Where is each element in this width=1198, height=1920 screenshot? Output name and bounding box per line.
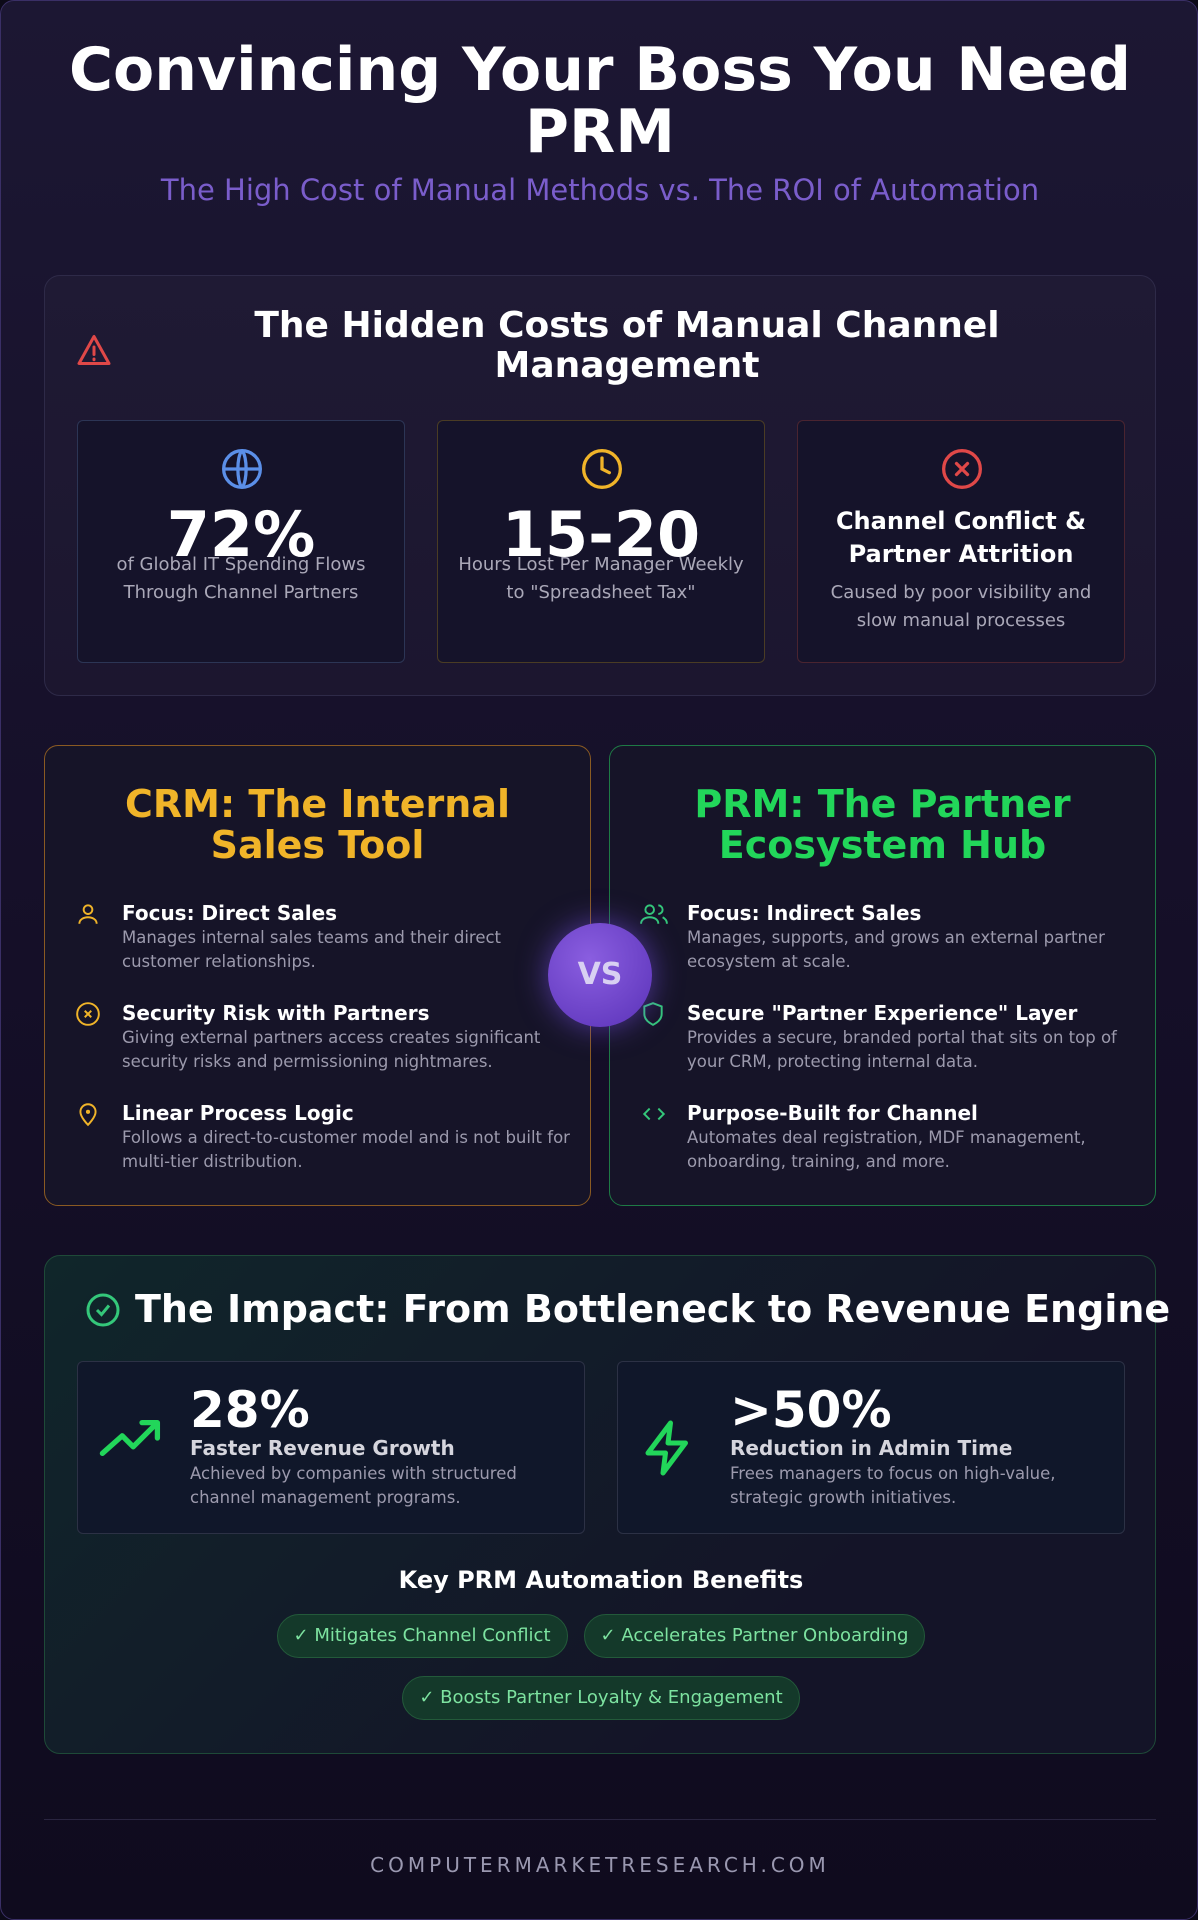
shield-icon — [643, 1002, 663, 1026]
crm-panel: CRM: The Internal Sales Tool Focus: Dire… — [44, 745, 591, 1206]
card-heading: Channel Conflict & Partner Attrition — [835, 507, 1087, 568]
impact-panel: The Impact: From Bottleneck to Revenue E… — [44, 1255, 1170, 1754]
stat-value: 28% — [190, 1381, 310, 1439]
footer-divider — [44, 1819, 1156, 1820]
trend-icon — [99, 1419, 161, 1457]
stat-label: Faster Revenue Growth — [190, 1436, 455, 1460]
hidden-costs-panel: The Hidden Costs of Manual Channel Manag… — [44, 275, 1156, 696]
stat-card: 72% of Global IT Spending Flows Through … — [77, 420, 405, 663]
user-icon — [78, 904, 98, 924]
stat-text: Hours Lost Per Manager Weekly to "Spread… — [458, 554, 744, 603]
item-text: Automates deal registration, MDF managem… — [687, 1128, 1086, 1171]
card-text: Caused by poor visibility and slow manua… — [830, 582, 1092, 631]
item-text: Giving external partners access creates … — [122, 1028, 541, 1071]
x-icon — [942, 449, 982, 489]
item-title: Focus: Direct Sales — [122, 901, 338, 925]
footer: COMPUTERMARKETRESEARCH.COM — [370, 1853, 830, 1877]
users-icon — [640, 904, 668, 924]
page-title: Convincing Your Boss You Need PRM — [69, 35, 1131, 167]
globe-icon — [222, 449, 262, 489]
benefit-pill: ✓ Boosts Partner Loyalty & Engagement — [402, 1676, 800, 1720]
pin-icon — [79, 1103, 97, 1127]
section-title: The Hidden Costs of Manual Channel Manag… — [254, 305, 1000, 386]
stat-value: 15-20 — [501, 498, 701, 571]
section-title: The Impact: From Bottleneck to Revenue E… — [135, 1287, 1171, 1331]
benefits-row: ✓ Boosts Partner Loyalty & Engagement — [45, 1676, 1157, 1720]
warning-icon — [77, 335, 111, 365]
benefits-title: Key PRM Automation Benefits — [398, 1566, 804, 1594]
bolt-icon — [645, 1420, 688, 1476]
benefit-pill: ✓ Mitigates Channel Conflict — [276, 1614, 568, 1658]
item-text: Follows a direct-to-customer model and i… — [122, 1128, 570, 1171]
benefits-row: ✓ Mitigates Channel Conflict ✓ Accelerate… — [45, 1614, 1157, 1658]
vs-badge: VS — [548, 923, 652, 1027]
stat-card: Channel Conflict & Partner Attrition Cau… — [797, 420, 1125, 663]
stat-card: 15-20 Hours Lost Per Manager Weekly to "… — [437, 420, 765, 663]
item-text: Provides a secure, branded portal that s… — [687, 1028, 1117, 1071]
check-icon — [86, 1293, 120, 1327]
impact-stat: >50% Reduction in Admin Time Frees manag… — [617, 1361, 1125, 1534]
code-icon — [642, 1107, 666, 1121]
stat-value: >50% — [730, 1381, 892, 1439]
prm-title: PRM: The Partner Ecosystem Hub — [694, 782, 1071, 867]
page-subtitle: The High Cost of Manual Methods vs. The … — [160, 173, 1040, 207]
stat-label: Reduction in Admin Time — [730, 1436, 1013, 1460]
stat-text: Frees managers to focus on high-value, s… — [730, 1464, 1056, 1507]
benefit-pill: ✓ Accelerates Partner Onboarding — [583, 1614, 926, 1658]
x-circle-icon — [76, 1002, 100, 1026]
item-text: Manages internal sales teams and their d… — [122, 928, 502, 971]
stat-text: Achieved by companies with structured ch… — [190, 1464, 517, 1507]
item-title: Linear Process Logic — [122, 1101, 354, 1125]
stat-text: of Global IT Spending Flows Through Chan… — [116, 554, 366, 603]
crm-title: CRM: The Internal Sales Tool — [125, 782, 510, 867]
item-title: Focus: Indirect Sales — [687, 901, 922, 925]
item-title: Secure "Partner Experience" Layer — [687, 1001, 1078, 1025]
item-title: Purpose-Built for Channel — [687, 1101, 978, 1125]
item-text: Manages, supports, and grows an external… — [687, 928, 1105, 971]
item-title: Security Risk with Partners — [122, 1001, 430, 1025]
stat-value: 72% — [166, 498, 316, 571]
impact-stat: 28% Faster Revenue Growth Achieved by co… — [77, 1361, 585, 1534]
clock-icon — [582, 449, 622, 489]
prm-panel: PRM: The Partner Ecosystem Hub Focus: In… — [609, 745, 1156, 1206]
